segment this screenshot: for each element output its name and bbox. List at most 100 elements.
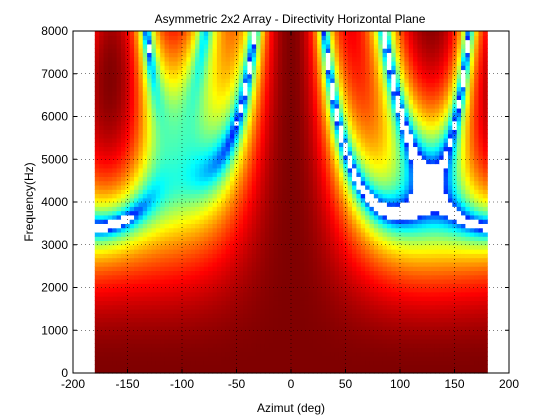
heatmap-cell bbox=[225, 176, 231, 182]
heatmap-cell bbox=[347, 253, 353, 259]
heatmap-cell bbox=[334, 206, 340, 212]
heatmap-cell bbox=[430, 351, 436, 357]
heatmap-cell bbox=[160, 360, 166, 366]
heatmap-cell bbox=[343, 176, 349, 182]
heatmap-cell bbox=[264, 137, 270, 143]
heatmap-cell bbox=[434, 360, 440, 366]
heatmap-cell bbox=[99, 167, 105, 173]
heatmap-cell bbox=[173, 214, 179, 220]
heatmap-cell bbox=[229, 176, 235, 182]
heatmap-cell bbox=[160, 321, 166, 327]
heatmap-cell bbox=[400, 167, 405, 173]
heatmap-cell bbox=[208, 296, 214, 301]
heatmap-cell bbox=[286, 163, 292, 169]
heatmap-cell bbox=[99, 227, 105, 233]
heatmap-cell bbox=[347, 214, 353, 220]
heatmap-cell bbox=[225, 347, 231, 353]
heatmap-cell bbox=[434, 334, 440, 340]
heatmap-cell bbox=[474, 274, 480, 280]
heatmap-cell bbox=[382, 338, 388, 344]
heatmap-cell bbox=[334, 261, 340, 267]
heatmap-cell bbox=[482, 227, 488, 233]
heatmap-cell bbox=[221, 334, 227, 340]
heatmap-cell bbox=[478, 206, 484, 212]
heatmap-cell bbox=[203, 325, 209, 331]
heatmap-cell bbox=[356, 360, 362, 366]
heatmap-cell bbox=[482, 351, 488, 357]
heatmap-cell bbox=[147, 321, 153, 327]
heatmap-cell bbox=[94, 202, 100, 207]
heatmap-cell bbox=[216, 257, 222, 263]
heatmap-cell bbox=[395, 304, 401, 310]
heatmap-cell bbox=[229, 184, 235, 190]
heatmap-cell bbox=[234, 193, 240, 199]
heatmap-cell bbox=[238, 287, 244, 293]
heatmap-cell bbox=[434, 227, 440, 233]
heatmap-cell bbox=[125, 227, 131, 233]
heatmap-cell bbox=[103, 287, 109, 293]
heatmap-cell bbox=[334, 343, 340, 348]
heatmap-cell bbox=[216, 355, 222, 361]
heatmap-cell bbox=[221, 296, 227, 301]
heatmap-cell bbox=[277, 193, 283, 199]
heatmap-cell bbox=[251, 368, 257, 374]
heatmap-cell bbox=[234, 172, 240, 177]
heatmap-cell bbox=[164, 274, 170, 280]
heatmap-cell bbox=[251, 180, 257, 186]
heatmap-cell bbox=[408, 159, 414, 165]
heatmap-cell bbox=[273, 360, 279, 366]
heatmap-cell bbox=[461, 368, 466, 374]
heatmap-cell bbox=[408, 180, 414, 186]
heatmap-cell bbox=[365, 296, 371, 301]
heatmap-cell bbox=[343, 283, 349, 289]
heatmap-cell bbox=[478, 193, 484, 199]
heatmap-cell bbox=[273, 283, 279, 289]
heatmap-cell bbox=[386, 334, 392, 340]
heatmap-cell bbox=[286, 180, 292, 186]
heatmap-cell bbox=[225, 146, 231, 152]
heatmap-cell bbox=[426, 338, 432, 344]
heatmap-cell bbox=[469, 364, 475, 370]
heatmap-cell bbox=[465, 214, 471, 220]
heatmap-cell bbox=[182, 219, 187, 224]
heatmap-cell bbox=[373, 270, 379, 276]
heatmap-cell bbox=[160, 236, 166, 242]
heatmap-cell bbox=[120, 210, 126, 216]
heatmap-cell bbox=[238, 347, 244, 353]
heatmap-cell bbox=[129, 368, 135, 374]
heatmap-cell bbox=[129, 202, 135, 207]
heatmap-cell bbox=[408, 231, 414, 237]
heatmap-cell bbox=[147, 338, 153, 344]
heatmap-cell bbox=[247, 240, 253, 246]
heatmap-cell bbox=[243, 334, 248, 340]
heatmap-cell bbox=[229, 223, 235, 229]
heatmap-cell bbox=[190, 325, 196, 331]
heatmap-cell bbox=[456, 296, 462, 301]
heatmap-cell bbox=[386, 360, 392, 366]
heatmap-cell bbox=[256, 189, 262, 195]
heatmap-cell bbox=[321, 244, 327, 250]
heatmap-cell bbox=[360, 355, 366, 361]
heatmap-cell bbox=[112, 223, 118, 229]
heatmap-cell bbox=[160, 240, 166, 246]
heatmap-cell bbox=[94, 274, 100, 280]
heatmap-cell bbox=[404, 236, 410, 242]
heatmap-cell bbox=[334, 253, 340, 259]
heatmap-cell bbox=[216, 184, 222, 190]
heatmap-cell bbox=[413, 223, 419, 229]
heatmap-cell bbox=[216, 325, 222, 331]
heatmap-cell bbox=[360, 167, 366, 173]
heatmap-cell bbox=[134, 154, 139, 160]
heatmap-cell bbox=[147, 227, 153, 233]
heatmap-cell bbox=[369, 278, 375, 284]
heatmap-cell bbox=[151, 261, 157, 267]
heatmap-cell bbox=[256, 291, 262, 297]
heatmap-cell bbox=[186, 142, 192, 148]
heatmap-cell bbox=[151, 154, 157, 160]
heatmap-cell bbox=[138, 240, 144, 246]
heatmap-cell bbox=[147, 193, 153, 199]
heatmap-cell bbox=[199, 283, 205, 289]
heatmap-cell bbox=[426, 214, 432, 220]
heatmap-cell bbox=[312, 347, 318, 353]
heatmap-cell bbox=[151, 202, 157, 207]
